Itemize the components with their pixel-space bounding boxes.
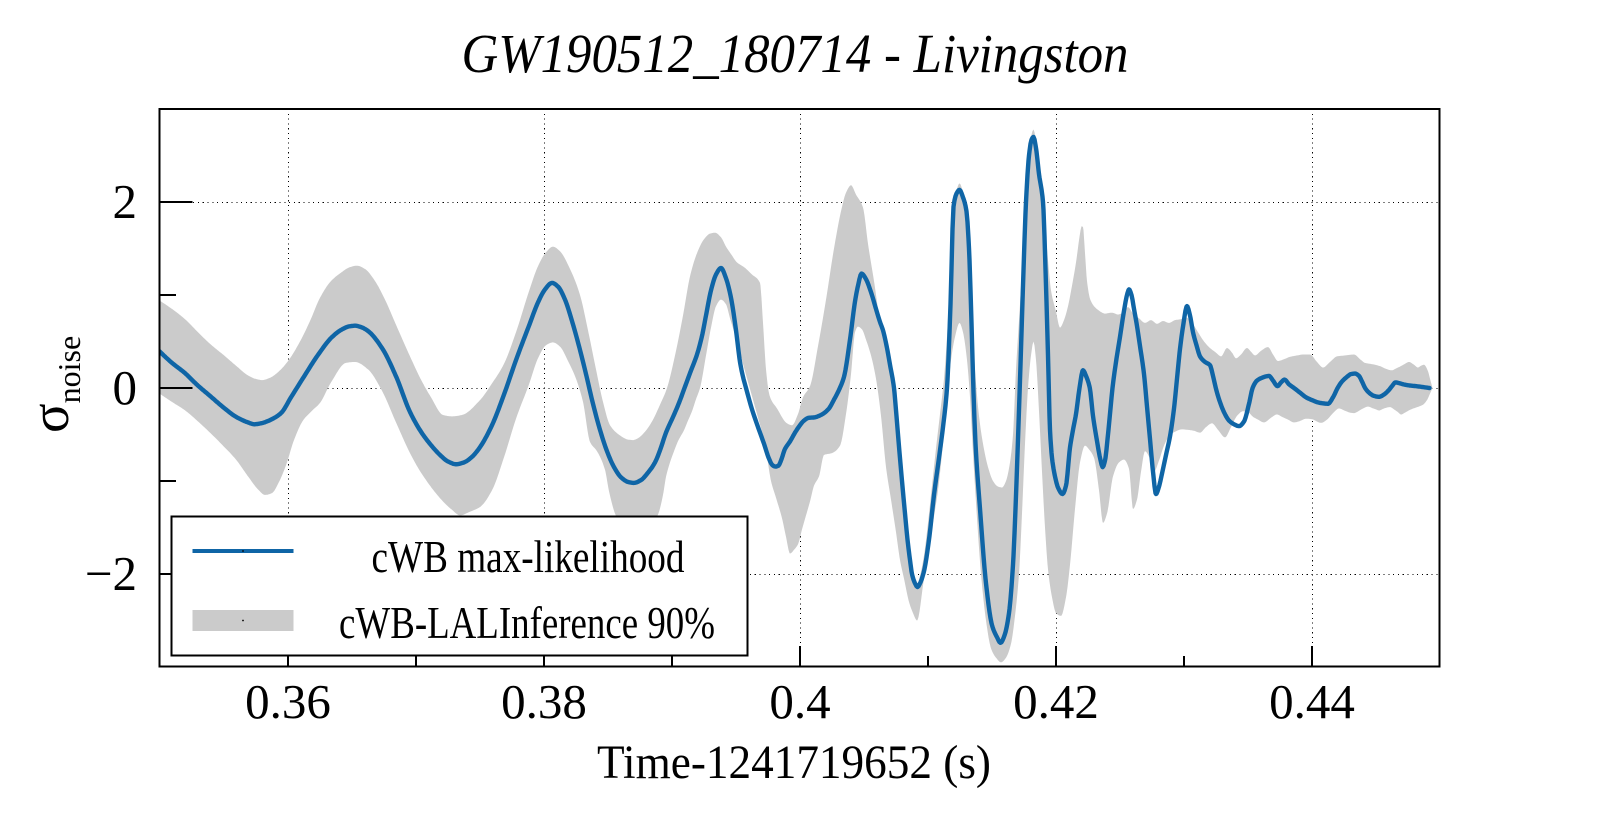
svg-text:2: 2 <box>113 174 138 229</box>
svg-text:Time-1241719652 (s): Time-1241719652 (s) <box>597 736 991 789</box>
svg-text:0: 0 <box>113 360 138 415</box>
svg-text:0.4: 0.4 <box>769 674 830 729</box>
svg-text:GW190512_180714 - Livingston: GW190512_180714 - Livingston <box>462 23 1129 84</box>
svg-text:cWB max-likelihood: cWB max-likelihood <box>372 531 685 582</box>
svg-text:0.44: 0.44 <box>1269 674 1355 729</box>
svg-text:0.42: 0.42 <box>1013 674 1099 729</box>
svg-text:0.36: 0.36 <box>245 674 331 729</box>
svg-text:−2: −2 <box>85 546 137 601</box>
svg-text:0.38: 0.38 <box>501 674 587 729</box>
svg-text:cWB-LALInference 90%: cWB-LALInference 90% <box>339 597 715 648</box>
